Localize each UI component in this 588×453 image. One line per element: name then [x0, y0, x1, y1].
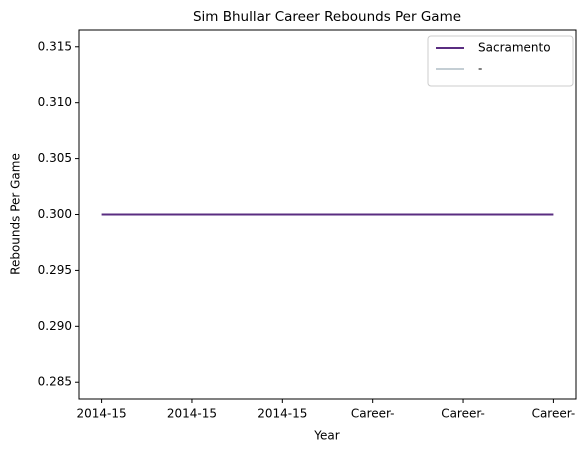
x-tick-label: 2014-15	[257, 407, 307, 421]
chart-title: Sim Bhullar Career Rebounds Per Game	[193, 9, 461, 25]
y-tick-label: 0.290	[38, 319, 72, 333]
legend-label: Sacramento	[478, 41, 551, 55]
x-tick-label: 2014-15	[77, 407, 127, 421]
x-tick-label: Career-	[532, 407, 576, 421]
x-axis-label: Year	[313, 429, 339, 443]
y-tick-label: 0.310	[38, 95, 72, 109]
y-tick-label: 0.315	[38, 39, 72, 53]
x-tick-label: Career-	[441, 407, 485, 421]
y-tick-label: 0.285	[38, 375, 72, 389]
y-tick-label: 0.300	[38, 207, 72, 221]
x-tick-label: Career-	[351, 407, 395, 421]
y-tick-label: 0.305	[38, 151, 72, 165]
y-axis-label: Rebounds Per Game	[9, 153, 23, 275]
legend-label: -	[478, 62, 482, 76]
legend-box	[427, 35, 574, 87]
x-tick-label: 2014-15	[167, 407, 217, 421]
y-tick-label: 0.295	[38, 263, 72, 277]
